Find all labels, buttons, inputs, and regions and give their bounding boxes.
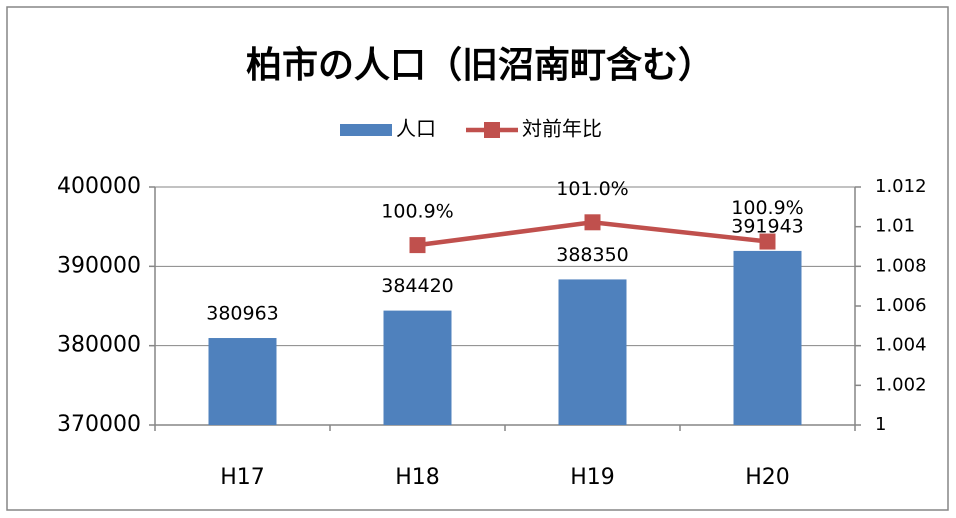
line-marker: [759, 233, 776, 250]
y-tick-label: 400000: [57, 174, 141, 199]
y2-tick-label: 1.012: [875, 176, 927, 197]
bar: [208, 338, 277, 425]
line-value-label: 100.9%: [381, 201, 453, 223]
y-tick-label: 390000: [57, 253, 141, 278]
y-tick-label: 370000: [57, 412, 141, 437]
legend-swatch-marker: [484, 122, 500, 138]
bar-value-label: 391943: [731, 215, 804, 237]
line-marker: [409, 237, 426, 254]
x-tick-label: H19: [570, 465, 615, 490]
line-marker: [584, 214, 601, 231]
bar-value-label: 384420: [381, 275, 454, 297]
x-tick-label: H20: [745, 465, 790, 490]
y2-tick-label: 1.008: [875, 255, 927, 276]
bar-value-label: 388350: [556, 244, 629, 266]
line-value-label: 100.9%: [731, 197, 803, 219]
bar: [383, 310, 452, 425]
legend-swatch: [340, 124, 392, 136]
y2-tick-label: 1: [875, 414, 886, 435]
bar: [733, 250, 802, 425]
line-value-label: 101.0%: [556, 178, 628, 200]
y2-tick-label: 1.004: [875, 335, 927, 356]
y2-tick-label: 1.006: [875, 295, 927, 316]
x-tick-label: H17: [220, 465, 265, 490]
y-tick-label: 380000: [57, 333, 141, 358]
chart-title: 柏市の人口（旧沼南町含む）: [246, 45, 714, 86]
x-tick-label: H18: [395, 465, 440, 490]
y2-tick-label: 1.002: [875, 374, 927, 395]
legend-label: 対前年比: [522, 117, 602, 141]
y2-tick-label: 1.01: [875, 216, 915, 237]
bar: [558, 279, 627, 425]
legend-label: 人口: [396, 117, 436, 141]
bar-value-label: 380963: [206, 303, 279, 325]
